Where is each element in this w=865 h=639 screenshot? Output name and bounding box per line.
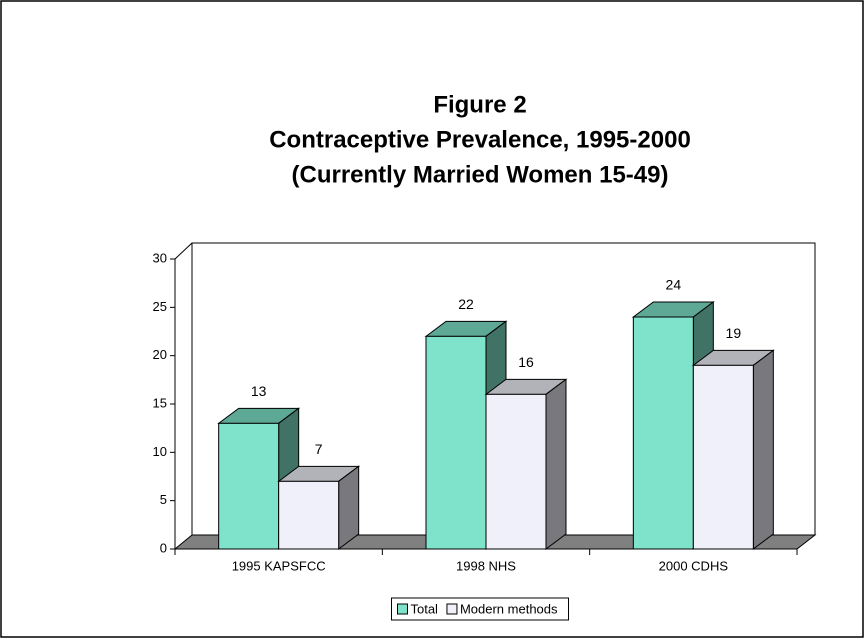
bar bbox=[691, 349, 775, 550]
y-tick-label: 30 bbox=[153, 250, 167, 265]
bar-side bbox=[338, 465, 360, 550]
legend: Total Modern methods bbox=[390, 597, 570, 621]
y-tick-label: 0 bbox=[160, 540, 167, 555]
value-label: 16 bbox=[518, 354, 534, 370]
bar bbox=[277, 465, 361, 550]
back-wall bbox=[191, 242, 816, 535]
bar-front bbox=[632, 316, 694, 550]
value-label: 7 bbox=[315, 441, 323, 457]
value-label: 24 bbox=[666, 277, 682, 293]
legend-swatch bbox=[446, 603, 458, 615]
bar bbox=[484, 378, 568, 550]
legend-label: Total bbox=[410, 601, 438, 616]
chart-title: Figure 2 bbox=[433, 91, 526, 118]
y-tick-label: 5 bbox=[160, 492, 167, 507]
y-tick-label: 10 bbox=[153, 444, 167, 459]
legend-swatch bbox=[396, 603, 408, 615]
legend-box bbox=[390, 597, 570, 621]
bar-side bbox=[545, 378, 567, 550]
bar-front bbox=[485, 393, 547, 550]
x-tick-label: 1998 NHS bbox=[456, 558, 516, 573]
y-tick-label: 20 bbox=[153, 347, 167, 362]
bar-side bbox=[752, 349, 774, 550]
bar-front bbox=[218, 422, 280, 550]
value-label: 19 bbox=[726, 325, 742, 341]
bar-front bbox=[692, 364, 754, 550]
x-tick-label: 2000 CDHS bbox=[659, 558, 729, 573]
y-tick-label: 15 bbox=[153, 395, 167, 410]
bar-front bbox=[425, 335, 487, 550]
value-label: 22 bbox=[458, 296, 474, 312]
value-label: 13 bbox=[251, 383, 267, 399]
chart-subtitle: (Currently Married Women 15-49) bbox=[292, 161, 669, 188]
chart-subtitle: Contraceptive Prevalence, 1995-2000 bbox=[269, 126, 691, 153]
legend-label: Modern methods bbox=[460, 601, 558, 616]
bar-front bbox=[278, 480, 340, 550]
y-tick-label: 25 bbox=[153, 299, 167, 314]
x-tick-label: 1995 KAPSFCC bbox=[232, 558, 326, 573]
